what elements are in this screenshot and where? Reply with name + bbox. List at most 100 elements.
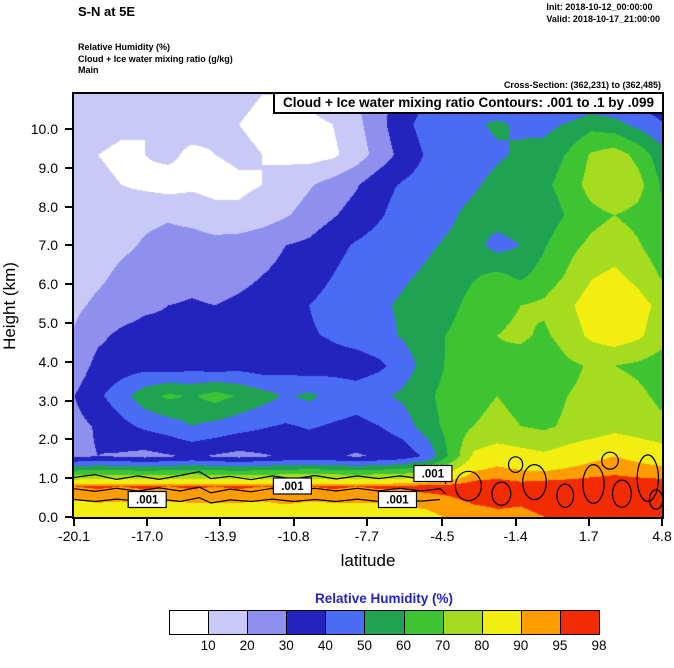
contour-label: .001 [127,490,167,509]
y-tick-label: 8.0 [38,198,58,215]
svg-text:.001: .001 [281,481,304,493]
colorbar-swatch [364,610,405,635]
colorbar-tick-label: 20 [239,638,255,653]
x-tick-label: 1.7 [579,528,599,544]
colorbar-tick-label: 80 [474,638,490,653]
colorbar-tick-label: 98 [591,638,607,653]
colorbar: Relative Humidity (%) 10 20 30 40 50 60 70 80 90… [169,591,607,656]
cross-section-label: Cross-Section: (362,231) to (362,485) [503,80,661,90]
init-time: Init: 2018-10-12_00:00:00 [546,2,653,12]
cloud-contour-loop [611,479,632,508]
x-tick-mark [146,517,149,526]
field-line-cloud: Cloud + Ice water mixing ratio (g/kg) [78,53,233,64]
x-tick-label: -10.8 [277,528,310,544]
svg-text:.001: .001 [422,469,445,481]
contour-label: .001 [377,490,418,509]
y-tick-mark [65,283,74,286]
colorbar-tick-label: 70 [435,638,451,653]
colorbar-swatch [442,610,483,635]
colorbar-tick-label: 50 [356,638,372,653]
y-tick-label: 7.0 [38,237,58,254]
rh-filled-contour-field [74,94,662,517]
cloud-contour-loop [454,470,482,502]
x-tick-mark [219,517,222,526]
cloud-contour-loop [507,456,524,474]
y-tick-label: 5.0 [38,314,58,331]
colorbar-swatch [286,610,327,635]
x-tick-mark [661,517,663,526]
colorbar-title: Relative Humidity (%) [314,591,454,606]
cloud-contour-loop [522,464,547,501]
y-tick-label: 2.0 [38,431,58,448]
plot-area: .001 .001 .001 .001 Cloud + Ice water mixin… [0,92,672,570]
y-tick-label: 4.0 [38,353,58,370]
cloud-contour-loop [556,483,575,508]
cloud-contour-loop [636,454,660,503]
y-tick-label: 9.0 [38,159,58,176]
y-tick-mark [65,244,74,247]
contour-label: .001 [272,477,312,495]
svg-text:.001: .001 [386,495,409,507]
colorbar-swatch [208,610,249,635]
y-tick-mark [65,516,74,518]
cloud-contour-line [74,464,447,485]
y-tick-mark [65,438,74,441]
x-tick-mark [73,517,75,526]
page-title: S-N at 5E [78,4,136,19]
field-description: Relative Humidity (%) Cloud + Ice water … [78,42,233,77]
y-tick-label: 1.0 [38,470,58,487]
y-tick-mark [65,399,74,402]
y-axis-title: Height (km) [0,261,19,350]
x-tick-mark [365,517,368,526]
x-tick-label: -13.9 [204,528,237,544]
y-tick-mark [65,477,74,480]
x-axis-title: latitude [340,551,396,570]
x-tick-label: -17.0 [131,528,164,544]
cloud-contour-loop [491,481,512,506]
y-tick-mark [65,321,74,324]
colorbar-tick-label: 95 [552,638,568,653]
y-tick-mark [65,166,74,169]
colorbar-swatch [247,610,288,635]
x-tick-label: -20.1 [58,528,90,544]
colorbar-tick-labels: 10 20 30 40 50 60 70 80 90 95 98 [169,638,607,656]
y-tick-label: 3.0 [38,392,58,409]
x-tick-mark [441,517,444,526]
cloud-contour-overlay: .001 .001 .001 .001 [74,451,662,510]
colorbar-swatch [403,610,444,635]
field-line-rh: Relative Humidity (%) [78,42,171,52]
y-tick-label: 0.0 [38,509,58,525]
colorbar-swatch [169,610,210,635]
cloud-contour-loop [582,464,605,505]
y-tick-mark [65,127,74,130]
y-tick-label: 10.0 [30,120,58,137]
x-tick-mark [292,517,295,526]
y-tick-mark [65,205,74,208]
init-valid-block: Init: 2018-10-12_00:00:00 Valid: 2018-10… [546,2,660,25]
x-tick-label: -4.5 [430,528,455,544]
colorbar-swatch [520,610,561,635]
x-tick-label: -7.7 [354,528,379,544]
y-tick-label: 6.0 [38,276,58,293]
colorbar-tick-label: 60 [396,638,412,653]
x-tick-label: 4.8 [652,528,672,544]
colorbar-tick-label: 40 [317,638,333,653]
colorbar-swatch [559,610,601,635]
contour-label: .001 [413,464,453,483]
x-tick-mark [514,517,517,526]
colorbar-swatches [169,610,601,635]
x-tick-mark [587,517,590,526]
colorbar-swatch [325,610,366,635]
field-line-main: Main [78,65,99,76]
svg-text:.001: .001 [136,495,159,507]
colorbar-tick-label: 30 [278,638,294,653]
cloud-contour-line [74,486,447,495]
y-tick-mark [65,360,74,363]
cloud-contour-loop [648,489,662,510]
colorbar-tick-label: 90 [513,638,529,653]
colorbar-tick-label: 10 [200,638,216,653]
valid-time: Valid: 2018-10-17_21:00:00 [546,13,660,24]
cloud-contour-loop [601,451,619,470]
contour-info-banner: Cloud + Ice water mixing ratio Contours:… [273,92,664,114]
